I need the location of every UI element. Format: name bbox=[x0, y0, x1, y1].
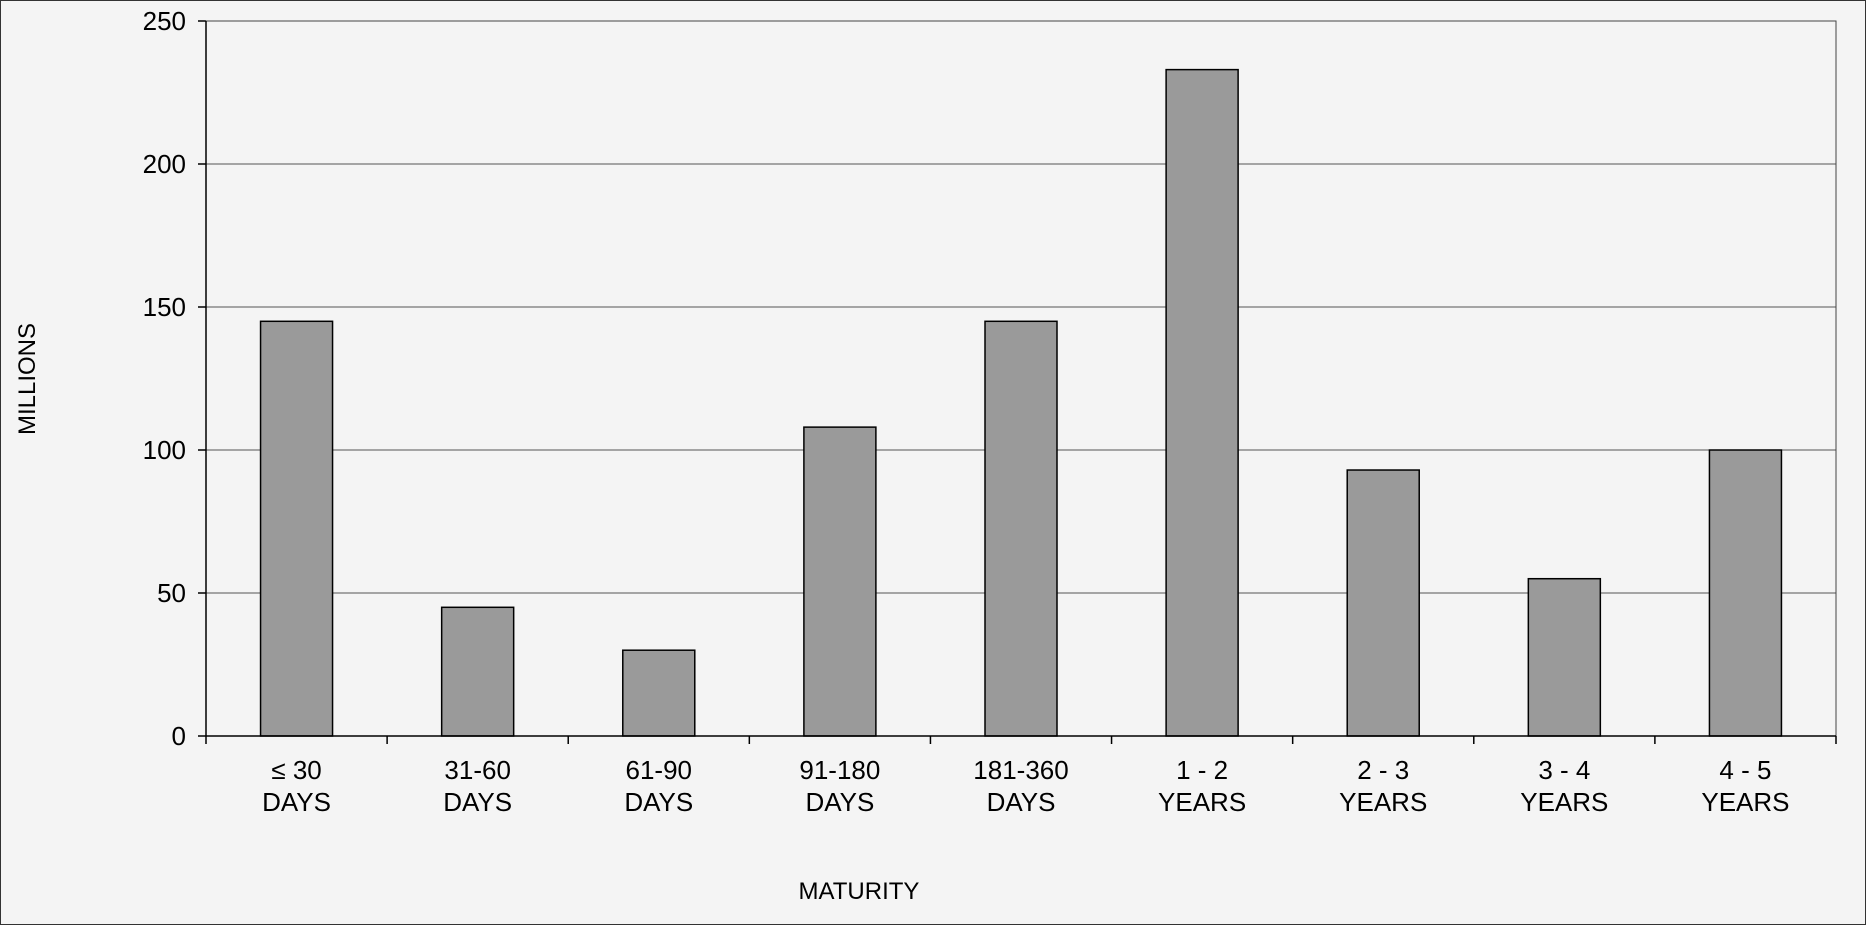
x-category-label-line: 2 - 3 bbox=[1357, 755, 1409, 785]
x-category-label-line: YEARS bbox=[1520, 787, 1608, 817]
y-axis-title: MILLIONS bbox=[14, 323, 41, 435]
x-category-label-line: YEARS bbox=[1158, 787, 1246, 817]
y-tick-label: 150 bbox=[143, 292, 186, 322]
bars bbox=[259, 68, 1783, 737]
x-category-label-line: 31-60 bbox=[444, 755, 511, 785]
x-category-label-line: DAYS bbox=[443, 787, 512, 817]
x-category-label-line: 3 - 4 bbox=[1538, 755, 1590, 785]
y-tick-label: 200 bbox=[143, 149, 186, 179]
x-category-label-line: DAYS bbox=[805, 787, 874, 817]
x-category-label: 181-360 DAYS bbox=[973, 755, 1068, 817]
x-category-label: 2 - 3 YEARS bbox=[1339, 755, 1427, 817]
x-category-label: 4 - 5 YEARS bbox=[1701, 755, 1789, 817]
bar bbox=[1708, 449, 1783, 737]
bar bbox=[803, 426, 877, 737]
x-category-label-line: 61-90 bbox=[626, 755, 693, 785]
bar bbox=[1346, 469, 1420, 737]
bar bbox=[1165, 68, 1239, 737]
x-category-label: ≤ 30 DAYS bbox=[262, 755, 331, 817]
x-axis-title: MATURITY bbox=[799, 878, 920, 905]
bar bbox=[1527, 577, 1602, 737]
x-category-label: 31-60 DAYS bbox=[443, 755, 512, 817]
bar bbox=[984, 320, 1058, 737]
y-tick-label: 250 bbox=[143, 6, 186, 36]
x-category-label-line: YEARS bbox=[1701, 787, 1789, 817]
y-tick-label: 0 bbox=[172, 721, 186, 751]
y-tick-label: 100 bbox=[143, 435, 186, 465]
y-tick-label: 50 bbox=[157, 578, 186, 608]
bar bbox=[259, 320, 334, 737]
x-category-label-line: 91-180 bbox=[799, 755, 880, 785]
x-category-label-line: 181-360 bbox=[973, 755, 1068, 785]
x-category-label-line: 1 - 2 bbox=[1176, 755, 1228, 785]
x-category-label-line: ≤ 30 bbox=[271, 755, 321, 785]
x-category-label: 1 - 2 YEARS bbox=[1158, 755, 1246, 817]
x-category-label-line: YEARS bbox=[1339, 787, 1427, 817]
x-category-label: 3 - 4 YEARS bbox=[1520, 755, 1608, 817]
x-category-label-line: 4 - 5 bbox=[1719, 755, 1771, 785]
y-tick-labels: 0 50 100 150 200 250 bbox=[143, 6, 186, 751]
x-category-label-line: DAYS bbox=[624, 787, 693, 817]
axes bbox=[198, 20, 1837, 744]
x-category-label: 91-180 DAYS bbox=[799, 755, 880, 817]
x-category-label-line: DAYS bbox=[262, 787, 331, 817]
x-category-label: 61-90 DAYS bbox=[624, 755, 693, 817]
bar bbox=[440, 606, 515, 737]
bar bbox=[622, 649, 696, 737]
x-category-label-line: DAYS bbox=[987, 787, 1056, 817]
